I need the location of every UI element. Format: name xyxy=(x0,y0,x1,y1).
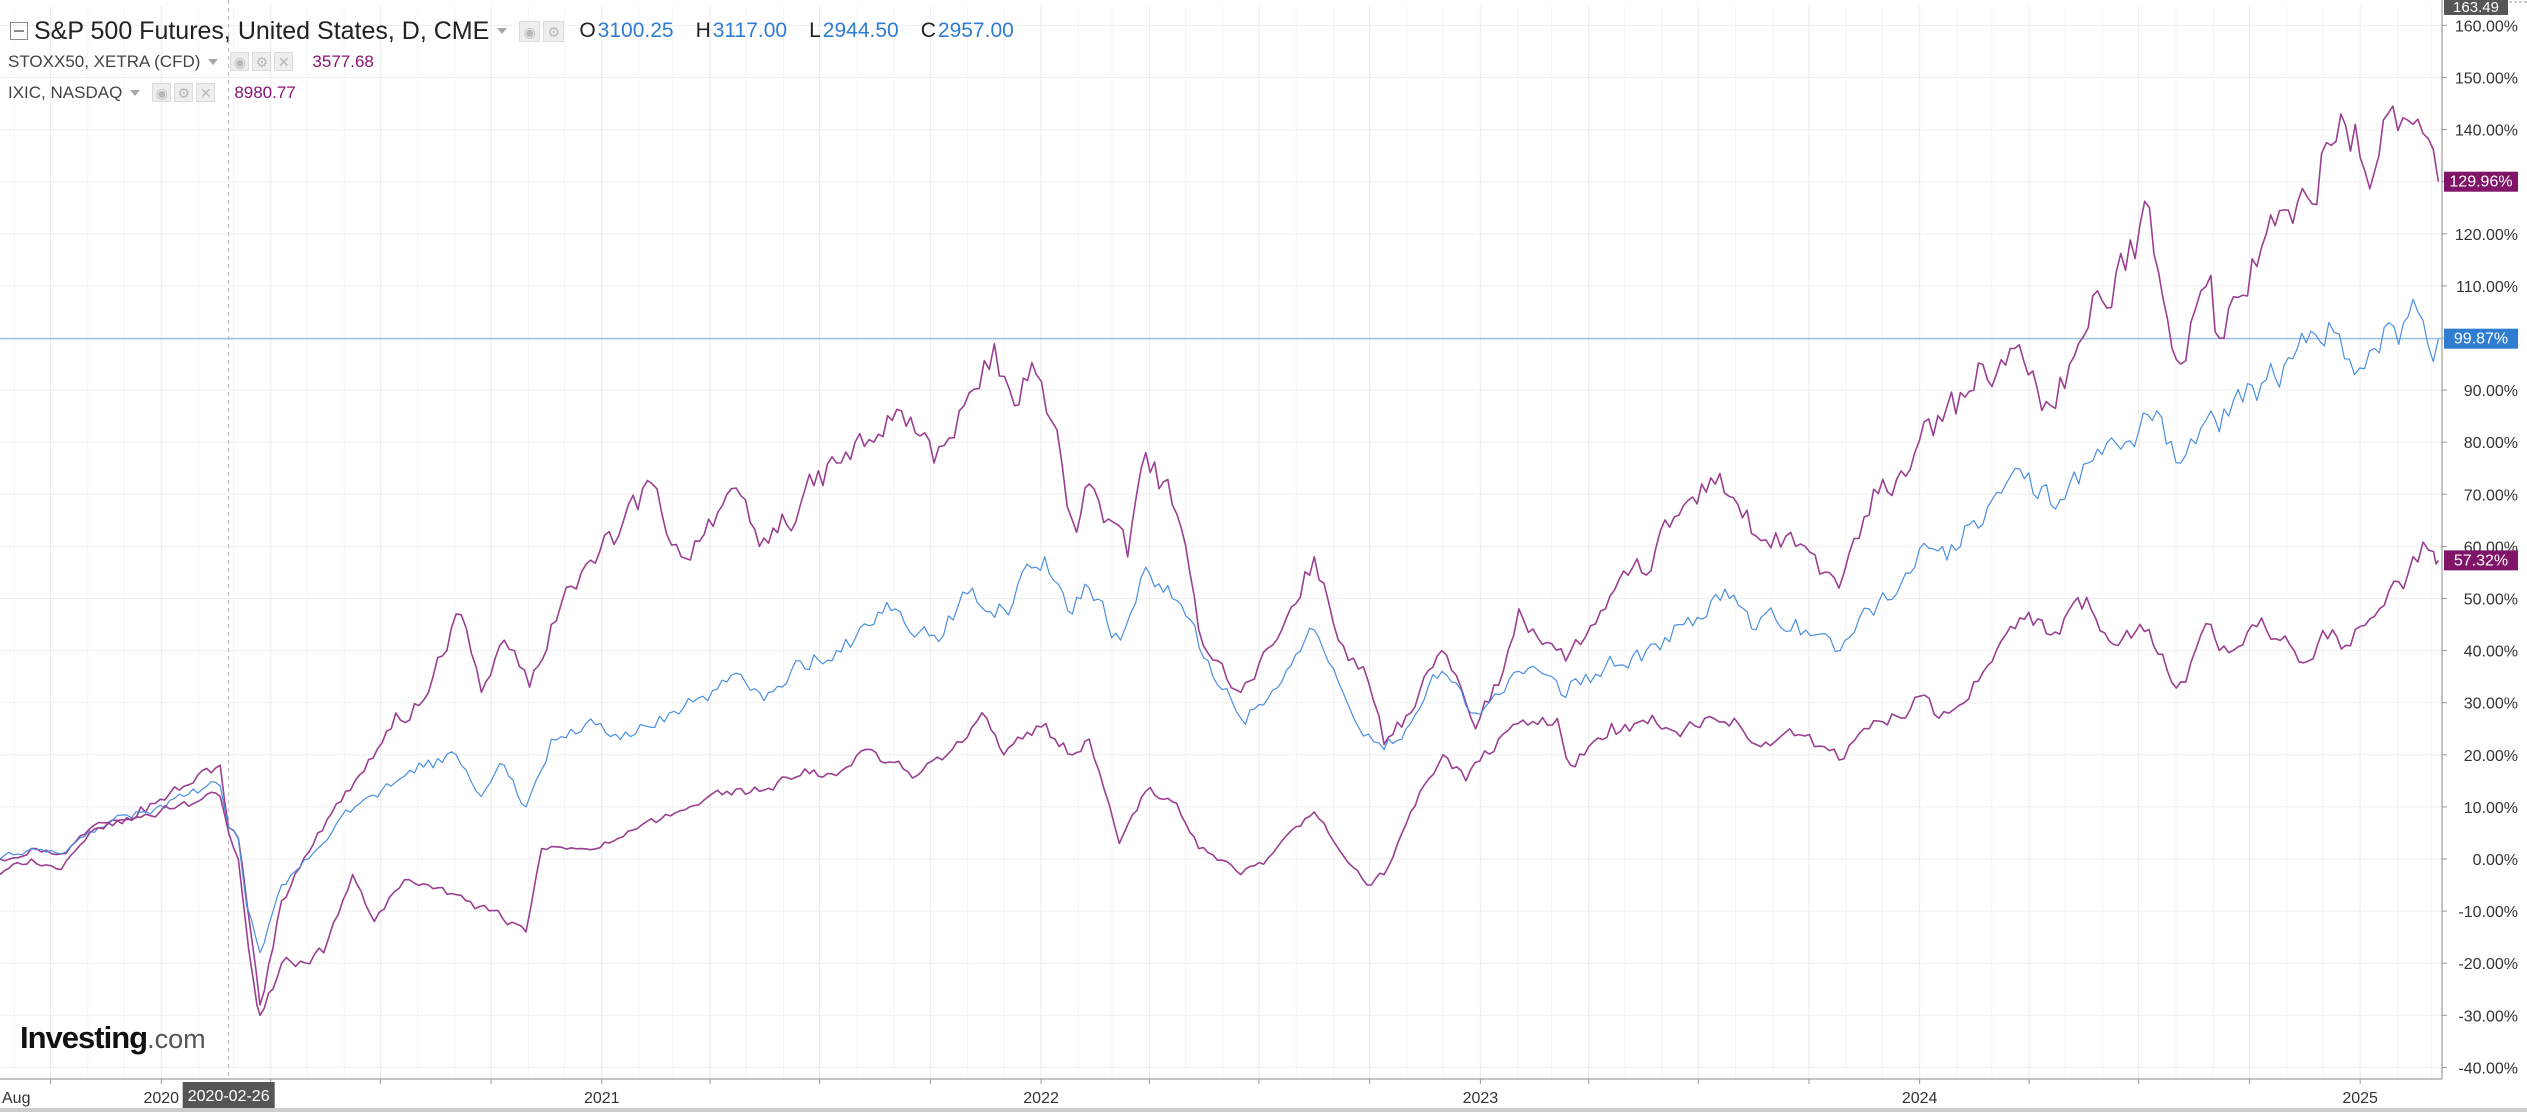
top-value-badge xyxy=(2444,0,2508,15)
y-tick-label: -20.00% xyxy=(2458,956,2518,973)
main-instrument-title[interactable]: S&P 500 Futures, United States, D, CME xyxy=(34,16,490,45)
y-tick-label: 120.00% xyxy=(2455,227,2518,244)
crosshair-date-label: 2020-02-26 xyxy=(188,1088,270,1105)
x-tick-label: 2020 xyxy=(143,1090,179,1107)
y-tick-label: 110.00% xyxy=(2456,279,2518,296)
x-tick-label: 2023 xyxy=(1463,1090,1499,1107)
legend-compare-row-ixic: IXIC, NASDAQ ◉ ⚙ ✕ 8980.77 xyxy=(8,77,1014,108)
y-tick-label: -40.00% xyxy=(2458,1060,2518,1077)
crosshair-date-badge xyxy=(182,1082,275,1108)
x-tick-label: 2021 xyxy=(584,1090,620,1107)
x-tick-label: Aug xyxy=(2,1090,30,1107)
compare-dropdown-icon[interactable] xyxy=(208,58,219,65)
y-tick-label: 40.00% xyxy=(2464,644,2518,661)
visibility-toggle-icon[interactable]: ◉ xyxy=(152,83,172,102)
ohlc-close: C2957.00 xyxy=(920,19,1014,42)
legend-main-row: S&P 500 Futures, United States, D, CME ◉… xyxy=(8,16,1014,46)
series-end-label: 129.96% xyxy=(2449,174,2512,191)
compare-label-stoxx50[interactable]: STOXX50, XETRA (CFD) xyxy=(8,51,201,71)
top-value-label: 163.49 xyxy=(2453,0,2499,16)
ohlc-open: O3100.25 xyxy=(579,19,674,42)
ohlc-low: L2944.50 xyxy=(809,19,899,42)
settings-gear-icon[interactable]: ⚙ xyxy=(174,83,194,102)
x-tick-label: 2024 xyxy=(1902,1090,1938,1107)
compare-value-ixic: 8980.77 xyxy=(234,82,296,102)
visibility-toggle-icon[interactable]: ◉ xyxy=(230,52,250,71)
collapse-legend-button[interactable] xyxy=(10,22,28,40)
series-end-badge xyxy=(2444,328,2518,349)
visibility-toggle-icon[interactable]: ◉ xyxy=(519,20,541,42)
compare-label-ixic[interactable]: IXIC, NASDAQ xyxy=(8,82,123,102)
series-end-label: 57.32% xyxy=(2454,552,2508,569)
legend-compare-row-stoxx: STOXX50, XETRA (CFD) ◉ ⚙ ✕ 3577.68 xyxy=(8,46,1014,77)
y-tick-label: 30.00% xyxy=(2464,696,2518,713)
y-tick-label: 50.00% xyxy=(2464,592,2518,609)
x-tick-label: 2025 xyxy=(2342,1090,2378,1107)
y-tick-label: 0.00% xyxy=(2473,852,2518,869)
y-tick-label: 90.00% xyxy=(2464,383,2518,400)
ohlc-values: O3100.25 H3117.00 L2944.50 C2957.00 xyxy=(579,19,1014,43)
y-tick-label: 20.00% xyxy=(2464,748,2518,765)
investing-logo: Investing.com xyxy=(20,1020,206,1055)
series-line-2 xyxy=(0,541,2440,1017)
chart-legend: S&P 500 Futures, United States, D, CME ◉… xyxy=(8,16,1014,108)
compare-value-stoxx50: 3577.68 xyxy=(312,51,374,71)
settings-gear-icon[interactable]: ⚙ xyxy=(252,52,272,71)
series-end-label: 99.87% xyxy=(2454,331,2508,348)
y-tick-label: -10.00% xyxy=(2458,904,2518,921)
y-tick-label: 80.00% xyxy=(2464,435,2518,452)
ohlc-high: H3117.00 xyxy=(695,19,788,42)
y-tick-label: 140.00% xyxy=(2455,123,2518,140)
remove-close-icon[interactable]: ✕ xyxy=(196,83,216,102)
settings-gear-icon[interactable]: ⚙ xyxy=(543,20,565,42)
y-tick-label: 160.00% xyxy=(2455,18,2518,35)
y-tick-label: 150.00% xyxy=(2455,71,2518,88)
series-line-1 xyxy=(0,298,2439,954)
remove-close-icon[interactable]: ✕ xyxy=(274,52,294,71)
series-line-0 xyxy=(0,105,2440,1006)
compare-dropdown-icon[interactable] xyxy=(130,89,141,96)
y-tick-label: -30.00% xyxy=(2458,1008,2518,1025)
series-end-badge xyxy=(2444,171,2518,192)
y-tick-label: 70.00% xyxy=(2464,487,2518,504)
x-tick-label: 2022 xyxy=(1023,1090,1059,1107)
y-tick-label: 10.00% xyxy=(2464,800,2518,817)
instrument-dropdown-icon[interactable] xyxy=(497,28,508,34)
series-end-badge xyxy=(2444,550,2518,571)
